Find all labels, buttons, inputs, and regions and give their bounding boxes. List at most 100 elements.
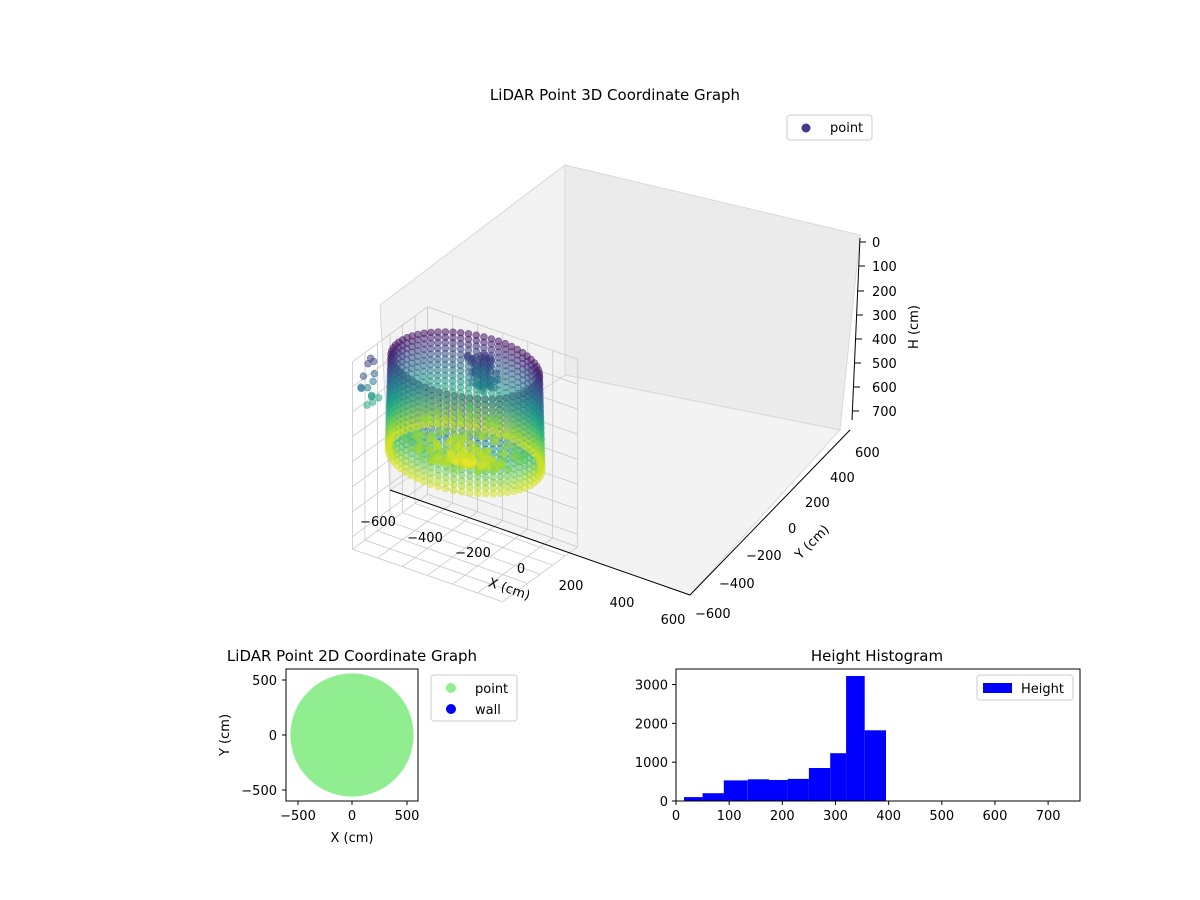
x-tick-label: 200 <box>559 579 584 594</box>
point-3d <box>427 430 436 439</box>
x-tick-label: 500 <box>395 809 420 824</box>
point-3d <box>359 372 368 380</box>
y-tick-label: 600 <box>855 446 880 461</box>
x-axis-label-2d: X (cm) <box>331 831 374 846</box>
z-axis-line <box>851 237 861 421</box>
plot-frame-hist <box>675 668 1081 802</box>
point-3d <box>462 445 470 453</box>
y-tick-label: −500 <box>241 784 277 799</box>
legend-marker-point <box>801 123 811 133</box>
x-tick-label: 500 <box>929 809 954 824</box>
point-3d <box>419 421 427 430</box>
z-axis-label-3d: H (cm) <box>907 305 922 349</box>
point-3d <box>501 449 509 458</box>
legend-hist: Height <box>976 674 1074 701</box>
x-tick-label: −600 <box>360 515 396 530</box>
y-tick-label: 3000 <box>635 679 668 694</box>
point-3d <box>423 441 431 450</box>
x-tick-label: 600 <box>983 809 1008 824</box>
y-ticks-3d: −600 −400 −200 0 200 400 600 <box>695 446 880 622</box>
histogram-bar <box>747 779 770 801</box>
x-tick-label: 300 <box>823 809 848 824</box>
z-tick-marks <box>853 241 866 412</box>
x-axis-line <box>389 489 691 596</box>
y-tick-label: −600 <box>695 607 731 622</box>
histogram-bars <box>684 676 886 801</box>
histogram-bar <box>769 780 788 801</box>
x-tick-label: −500 <box>280 809 316 824</box>
chart-2d-title: LiDAR Point 2D Coordinate Graph <box>227 647 477 665</box>
x-ticks-hist: 0 100 200 300 400 500 600 700 <box>672 801 1061 824</box>
point-3d <box>488 427 496 436</box>
point-3d <box>417 453 426 462</box>
x-ticks-2d: −500 0 500 <box>280 809 419 824</box>
z-ticks-3d: 0 100 200 300 400 500 600 700 <box>872 236 897 420</box>
x-tick-label: 400 <box>876 809 901 824</box>
chart-3d: LiDAR Point 3D Coordinate Graph −600 −40… <box>351 86 922 628</box>
x-tick-label: 700 <box>1036 809 1061 824</box>
x-tick-label: 600 <box>661 613 686 628</box>
z-tick-label: 500 <box>872 357 897 372</box>
histogram-bar <box>864 730 886 801</box>
point-3d <box>432 439 441 447</box>
point-3d <box>367 391 376 399</box>
y-axis-line <box>689 429 851 596</box>
chart-2d: LiDAR Point 2D Coordinate Graph −500 0 5… <box>218 647 518 846</box>
grid-line <box>427 306 578 360</box>
point-3d <box>363 384 372 392</box>
legend-3d: point <box>786 114 873 141</box>
point-3d <box>370 370 379 378</box>
chart-histogram: Height Histogram 0 100 200 300 400 500 600 700 … <box>635 647 1081 824</box>
point-3d <box>369 377 377 386</box>
point-3d <box>456 421 465 429</box>
legend-2d: point wall <box>430 674 518 722</box>
point-3d <box>412 432 420 440</box>
point-3d <box>435 428 443 436</box>
legend-label-point: point <box>475 682 508 697</box>
x-tick-label: 200 <box>770 809 795 824</box>
point-3d <box>446 449 455 457</box>
point-3d <box>472 423 481 432</box>
y-tick-label: 200 <box>805 496 830 511</box>
legend-marker-wall <box>446 704 456 714</box>
point-3d <box>467 439 476 448</box>
point-3d <box>495 430 504 438</box>
histogram-bar <box>846 676 865 801</box>
chart-3d-title: LiDAR Point 3D Coordinate Graph <box>490 86 740 104</box>
point-3d <box>412 423 420 431</box>
point-3d <box>502 432 511 441</box>
y-tick-label: 500 <box>252 674 277 689</box>
point-3d <box>459 429 467 437</box>
z-tick-label: 100 <box>872 260 897 275</box>
y-tick-label: 1000 <box>635 756 668 771</box>
point-3d <box>493 461 501 469</box>
point-3d <box>462 435 470 444</box>
histogram-bar <box>808 768 831 801</box>
point-3d <box>489 455 498 463</box>
point-cloud-3d <box>357 328 546 498</box>
y-tick-label: 0 <box>788 522 796 537</box>
point-3d <box>461 457 469 465</box>
legend-marker-point <box>446 683 456 693</box>
point-3d <box>357 383 365 391</box>
y-tick-label: 0 <box>269 729 277 744</box>
point-3d <box>370 357 378 366</box>
y-tick-label: −400 <box>719 577 755 592</box>
point-3d <box>418 430 427 439</box>
y-tick-label: 2000 <box>635 717 668 732</box>
x-axis-label-3d: X (cm) <box>486 576 532 604</box>
grid-line <box>502 546 578 603</box>
point-3d <box>504 465 513 473</box>
z-tick-label: 0 <box>872 236 880 251</box>
y-axis-label-2d: Y (cm) <box>218 714 233 757</box>
x-tick-label: 100 <box>717 809 742 824</box>
point-3d <box>509 435 517 444</box>
y-tick-label: −200 <box>746 549 782 564</box>
point-3d <box>511 444 520 453</box>
grid-line <box>352 306 428 363</box>
legend-label-height: Height <box>1021 682 1064 697</box>
point-3d <box>425 421 434 429</box>
x-tick-label: 0 <box>517 562 525 577</box>
histogram-bar <box>723 780 748 801</box>
